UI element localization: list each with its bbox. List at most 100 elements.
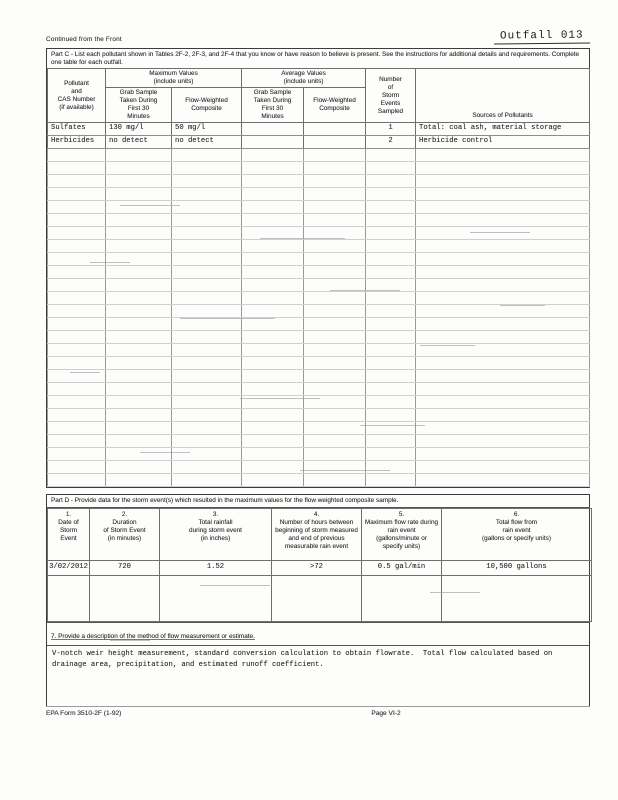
- scan-artifact: [70, 372, 100, 373]
- table-row: [47, 265, 591, 279]
- cell: [47, 226, 106, 240]
- cell: [170, 343, 243, 357]
- scan-artifact: [90, 262, 130, 263]
- cell: [415, 174, 591, 188]
- data-cell: 720: [89, 560, 160, 576]
- form-content: Continued from the Front Outfall 013 Par…: [46, 29, 592, 707]
- cell: [170, 395, 243, 409]
- column-header: 4. Number of hours between beginning of …: [271, 508, 362, 561]
- cell: [47, 200, 106, 214]
- table-row: [47, 343, 591, 357]
- cell: [415, 317, 591, 331]
- cell: [105, 369, 172, 383]
- table-row: [47, 421, 591, 435]
- cell: [47, 252, 106, 266]
- table-row: [47, 369, 591, 383]
- page-footer: EPA Form 3510-2F (1-92) Page VI-2: [46, 706, 590, 718]
- cell: [365, 382, 417, 396]
- cell: [415, 265, 591, 279]
- cell: [47, 447, 106, 461]
- table-row: [47, 291, 591, 305]
- part-d-data-row: 3/02/2012 720 1.52 >72 0.5 gal/min 10,500 gal…: [47, 560, 592, 576]
- cell: 130 mg/l: [105, 122, 172, 136]
- cell: [303, 161, 367, 175]
- cell: [303, 200, 367, 214]
- table-row: [47, 187, 591, 201]
- table-row: [47, 408, 591, 422]
- cell: Total: coal ash, material storage: [415, 122, 591, 136]
- cell: [241, 408, 305, 422]
- cell: [170, 304, 243, 318]
- scan-artifact: [300, 470, 390, 471]
- cell: 50 mg/l: [170, 122, 243, 136]
- cell: [105, 161, 172, 175]
- avg-values-group-header: Average Values (include units): [241, 68, 367, 88]
- part-c-box: Part C - List each pollutant shown in Ta…: [46, 48, 591, 488]
- item7-answer-area: V-notch weir height measurement, standar…: [47, 646, 589, 706]
- cell: [365, 460, 417, 474]
- cell: [303, 460, 367, 474]
- cell: [241, 460, 305, 474]
- scan-artifact: [140, 452, 190, 453]
- cell: [105, 447, 172, 461]
- cell: [105, 382, 172, 396]
- column-header: 3. Total rainfall during storm event (in…: [159, 508, 272, 561]
- cell: [303, 369, 367, 383]
- cell: [241, 434, 305, 448]
- cell: [365, 408, 417, 422]
- cell: [365, 395, 417, 409]
- empty-cell: [271, 575, 362, 622]
- empty-cell: [159, 575, 272, 622]
- cell: [365, 304, 417, 318]
- cell: Herbicides: [47, 135, 106, 149]
- page-number: Page VI-2: [371, 710, 401, 717]
- cell: [47, 161, 106, 175]
- cell: [303, 213, 367, 227]
- table-row: [47, 252, 591, 266]
- cell: [47, 187, 106, 201]
- column-header: 1. Date of Storm Event: [47, 508, 90, 561]
- cell: [47, 317, 106, 331]
- cell: [241, 421, 305, 435]
- cell: [365, 200, 417, 214]
- cell: [170, 265, 243, 279]
- table-row: [47, 226, 591, 240]
- cell: [415, 330, 591, 344]
- cell: [47, 265, 106, 279]
- cell: [241, 291, 305, 305]
- cell: [241, 122, 305, 136]
- cell: [105, 148, 172, 162]
- cell: [170, 460, 243, 474]
- scan-artifact: [420, 345, 475, 346]
- cell: [47, 434, 106, 448]
- cell: [241, 161, 305, 175]
- table-row: [47, 382, 591, 396]
- cell: [105, 174, 172, 188]
- cell: [105, 421, 172, 435]
- cell: [47, 304, 106, 318]
- table-row: [47, 239, 591, 253]
- cell: [241, 304, 305, 318]
- data-cell: 1.52: [159, 560, 272, 576]
- cell: [415, 226, 591, 240]
- cell: [303, 291, 367, 305]
- table-row: [47, 473, 591, 487]
- cell: Herbicide control: [415, 135, 591, 149]
- cell: [303, 473, 367, 487]
- cell: [365, 447, 417, 461]
- grab-sample-avg-header: Grab Sample Taken During First 30 Minute…: [241, 87, 305, 123]
- table-row: [47, 460, 591, 474]
- cell: [47, 239, 106, 253]
- cell: [365, 148, 417, 162]
- part-c-header: Pollutant and CAS Number (if available) …: [47, 68, 591, 123]
- scan-artifact: [430, 592, 480, 593]
- cell: [170, 291, 243, 305]
- cell: [365, 473, 417, 487]
- cell: [241, 356, 305, 370]
- cell: [241, 330, 305, 344]
- page-header: Continued from the Front Outfall 013: [46, 29, 591, 45]
- cell: [47, 460, 106, 474]
- cell: [241, 265, 305, 279]
- cell: [365, 291, 417, 305]
